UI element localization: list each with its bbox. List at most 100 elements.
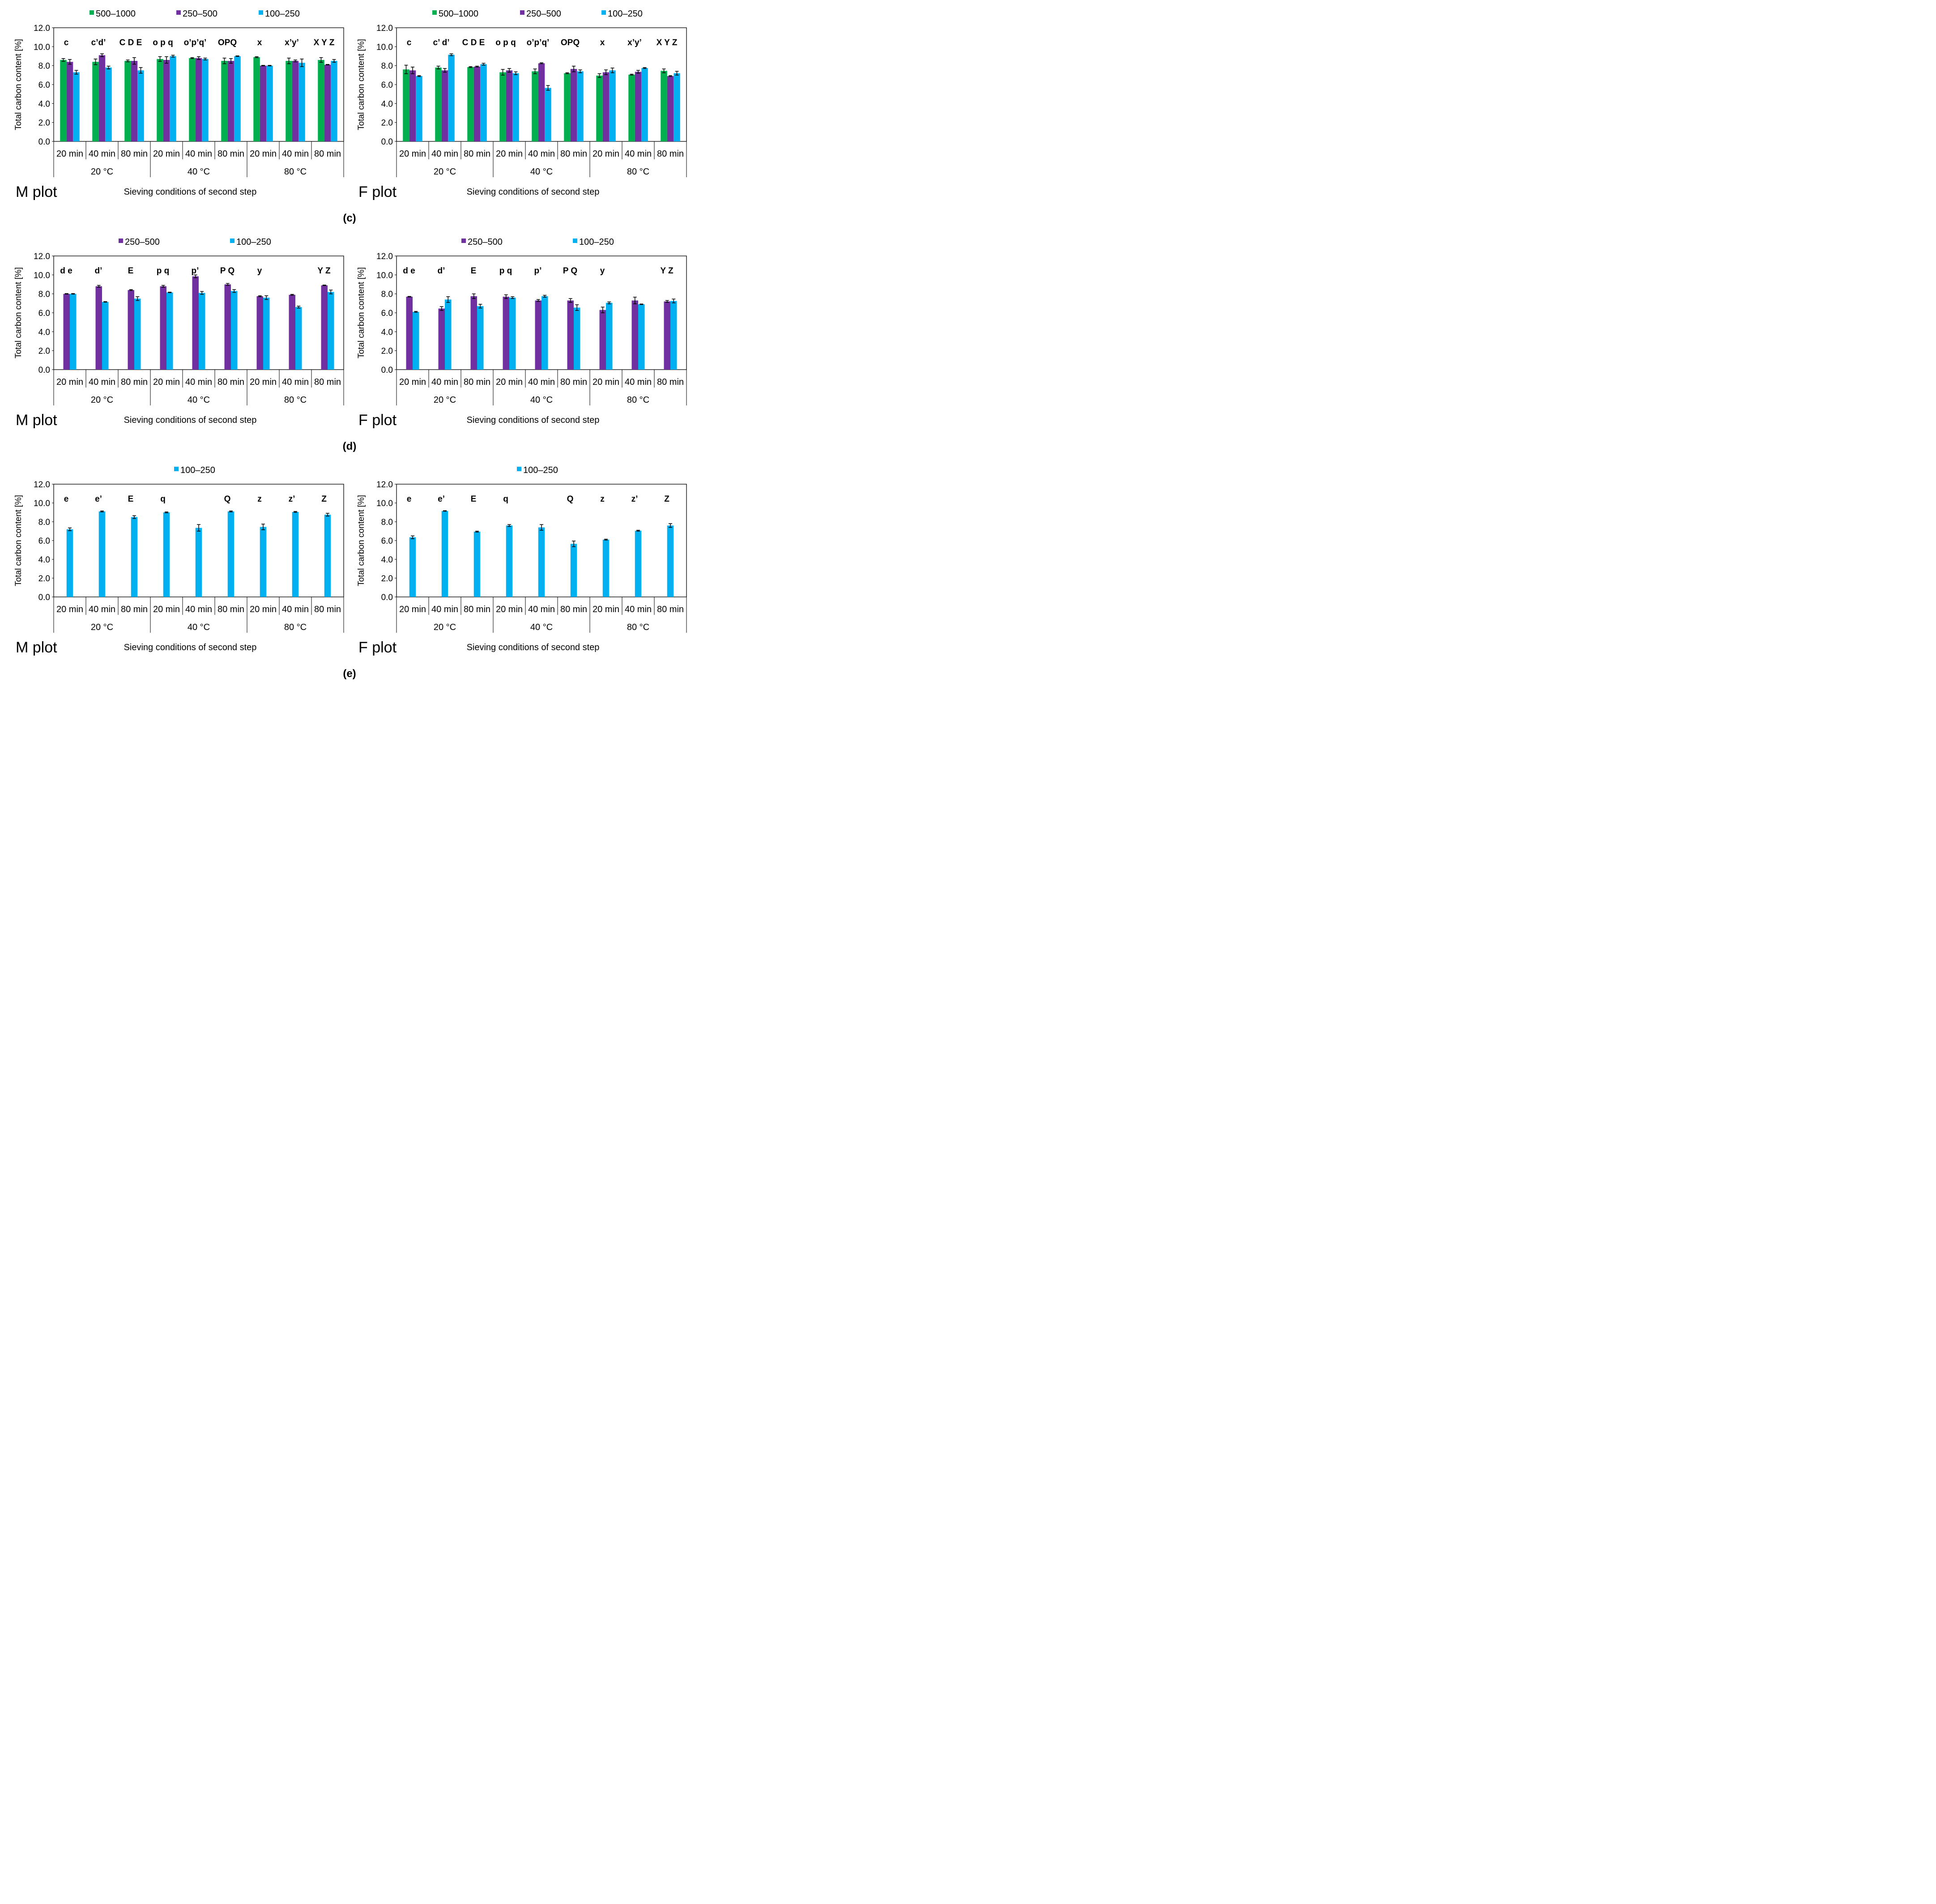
time-label: 80 min [314, 605, 341, 614]
bar [631, 300, 638, 370]
temperature-label: 20 °C [434, 395, 456, 405]
time-label: 80 min [560, 149, 587, 159]
y-tick-label: 4.0 [381, 99, 393, 109]
bar [506, 70, 513, 141]
bar [234, 56, 241, 141]
y-tick-label: 0.0 [38, 137, 50, 147]
time-label: 40 min [431, 149, 458, 159]
bar [473, 532, 481, 597]
time-label: 40 min [89, 605, 115, 614]
significance-label: OPQ [561, 38, 580, 47]
bar [102, 302, 109, 370]
bar [128, 290, 134, 370]
chart-d-f: 250–500 100–250 0.0 2.0 4.0 6.0 8.0 10.0 12.0 Tot… [357, 237, 687, 429]
legend-entry: 100–250 [608, 9, 643, 19]
x-axis-label: Sieving conditions of second step [467, 643, 600, 652]
bar [192, 276, 199, 370]
time-label: 80 min [314, 149, 341, 159]
bar [292, 61, 299, 141]
time-label: 20 min [250, 377, 277, 387]
significance-label: Q [224, 494, 231, 504]
bar [606, 302, 613, 370]
significance-label: Y Z [317, 266, 331, 276]
legend-swatch [601, 10, 606, 15]
bar [602, 539, 610, 597]
chart-e-m: 100–250 0.0 2.0 4.0 6.0 8.0 10.0 12.0 Total carb… [14, 465, 344, 656]
bar [131, 61, 138, 141]
y-tick-label: 2.0 [38, 347, 50, 356]
bar [253, 57, 260, 141]
legend-swatch [520, 10, 525, 15]
bar [131, 517, 138, 597]
bar [435, 67, 442, 141]
bar [406, 297, 413, 370]
y-tick-label: 8.0 [381, 518, 393, 527]
time-label: 40 min [185, 605, 212, 614]
y-tick-label: 4.0 [38, 99, 50, 109]
legend-entry: 250–500 [468, 237, 503, 247]
bar [134, 298, 141, 370]
significance-label: Z [664, 494, 669, 504]
bar [641, 68, 648, 141]
significance-label: e’ [95, 494, 102, 504]
time-label: 40 min [528, 377, 555, 387]
significance-label: o p q [495, 38, 516, 47]
time-label: 80 min [464, 605, 490, 614]
legend-entry: 100–250 [236, 237, 271, 247]
y-tick-label: 8.0 [381, 62, 393, 71]
bar [157, 59, 163, 141]
bar [60, 60, 67, 141]
time-label: 40 min [89, 377, 115, 387]
bar [266, 65, 273, 141]
bar [470, 296, 477, 370]
bar [532, 71, 538, 141]
time-label: 80 min [217, 605, 244, 614]
temperature-label: 20 °C [434, 622, 456, 632]
plot-title: M plot [16, 183, 57, 200]
time-label: 20 min [153, 149, 180, 159]
bar [324, 64, 331, 141]
bar [664, 301, 670, 370]
significance-label: p’ [192, 266, 199, 276]
time-label: 80 min [121, 377, 148, 387]
y-axis-label: Total carbon content [%] [14, 267, 23, 358]
significance-label: E [128, 266, 134, 276]
significance-label: z’ [289, 494, 295, 504]
bar [260, 65, 267, 141]
temperature-label: 20 °C [91, 167, 113, 177]
significance-label: E [128, 494, 134, 504]
time-label: 20 min [56, 149, 83, 159]
bar [448, 55, 455, 141]
significance-label: d’ [438, 266, 445, 276]
time-label: 80 min [657, 605, 684, 614]
temperature-label: 80 °C [284, 395, 307, 405]
y-tick-label: 2.0 [381, 574, 393, 584]
bar [538, 527, 545, 597]
time-label: 20 min [399, 149, 426, 159]
y-tick-label: 2.0 [38, 574, 50, 584]
bar [574, 307, 580, 370]
significance-label: C D E [462, 38, 485, 47]
y-tick-label: 12.0 [376, 24, 393, 33]
time-label: 20 min [399, 605, 426, 614]
time-label: 20 min [56, 605, 83, 614]
y-tick-label: 0.0 [38, 366, 50, 375]
plot-title: F plot [358, 412, 397, 429]
significance-label: X Y Z [314, 38, 335, 47]
significance-label: x [600, 38, 605, 47]
bar [467, 67, 474, 141]
time-label: 20 min [496, 605, 523, 614]
significance-label: z [600, 494, 605, 504]
bar [199, 293, 205, 370]
significance-label: p q [157, 266, 170, 276]
time-label: 40 min [185, 149, 212, 159]
legend-entry: 500–1000 [96, 9, 136, 19]
bar [503, 297, 509, 370]
bar [124, 61, 131, 141]
x-axis-label: Sieving conditions of second step [124, 643, 257, 652]
legend-swatch [461, 239, 466, 243]
significance-label: z’ [631, 494, 638, 504]
bar [477, 306, 484, 370]
significance-label: c [407, 38, 412, 47]
bar [570, 544, 577, 597]
